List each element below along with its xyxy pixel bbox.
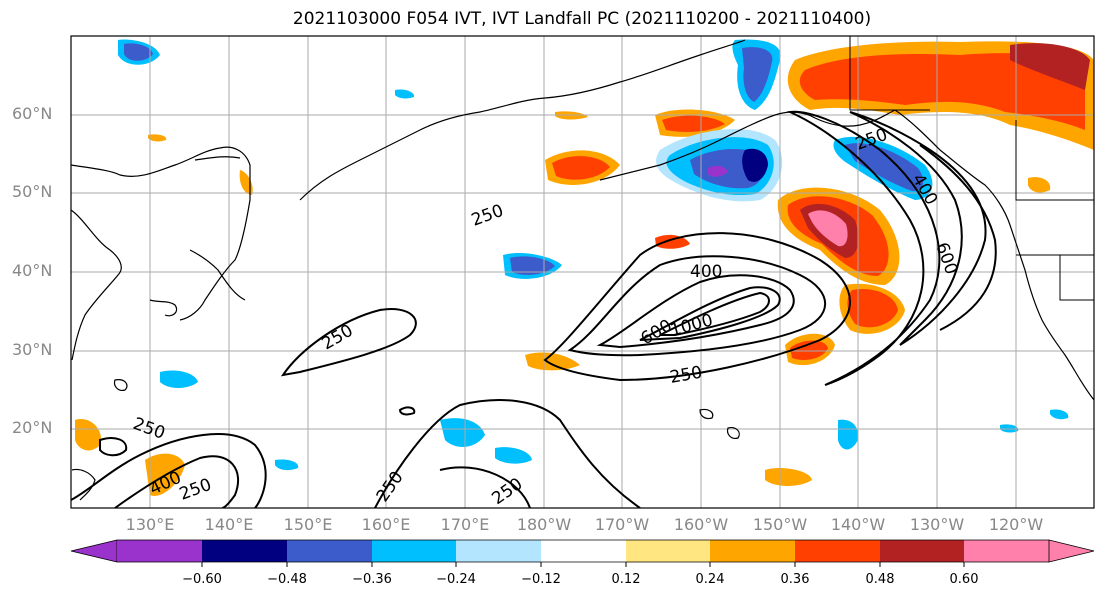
lon-label: 140°E [204,515,254,534]
lon-label: 120°W [988,515,1044,534]
colorbar-tick-label: 0.48 [865,572,895,587]
lat-label: 40°N [12,261,53,280]
contour-label: 400 [690,262,722,282]
colorbar [70,539,1095,567]
colorbar-tick-label: 0.24 [695,572,725,587]
lon-label: 170°E [440,515,490,534]
colorbar-tick-label: −0.36 [352,572,392,587]
colorbar-tick-label: −0.12 [521,572,561,587]
lat-label: 60°N [12,104,53,123]
positive-pc-shading [75,41,1094,496]
colorbar-tick-label: −0.24 [436,572,476,587]
lon-label: 150°E [283,515,333,534]
lon-label: 130°E [125,515,175,534]
lon-label: 160°E [361,515,411,534]
lat-label: 30°N [12,340,53,359]
colorbar-tick-label: −0.48 [267,572,307,587]
colorbar-tick-label: 0.12 [611,572,641,587]
lat-label: 20°N [12,418,53,437]
map-area [71,36,1094,508]
lon-label: 180°W [516,515,572,534]
lon-label: 170°W [594,515,650,534]
lon-label: 160°W [673,515,729,534]
coastlines [71,39,1094,501]
lat-label: 50°N [12,182,53,201]
lon-label: 140°W [830,515,886,534]
map-title: 2021103000 F054 IVT, IVT Landfall PC (20… [292,9,872,29]
colorbar-tick-label: 0.36 [780,572,810,587]
negative-pc-shading [118,39,1069,471]
political-borders [849,36,1094,301]
lon-label: 150°W [752,515,808,534]
colorbar-tick-label: 0.60 [949,572,979,587]
lon-label: 130°W [909,515,965,534]
map-frame [70,35,1095,509]
colorbar-tick-label: −0.60 [182,572,222,587]
ivt-contours [71,110,997,508]
